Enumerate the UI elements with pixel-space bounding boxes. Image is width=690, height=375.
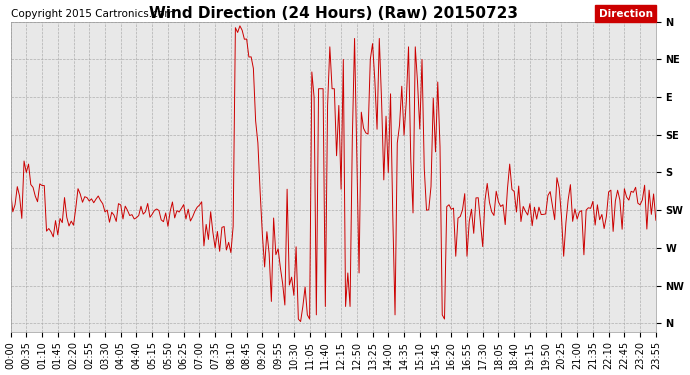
Title: Wind Direction (24 Hours) (Raw) 20150723: Wind Direction (24 Hours) (Raw) 20150723 [149,6,518,21]
Text: Copyright 2015 Cartronics.com: Copyright 2015 Cartronics.com [11,9,175,19]
Text: Direction: Direction [599,9,653,19]
